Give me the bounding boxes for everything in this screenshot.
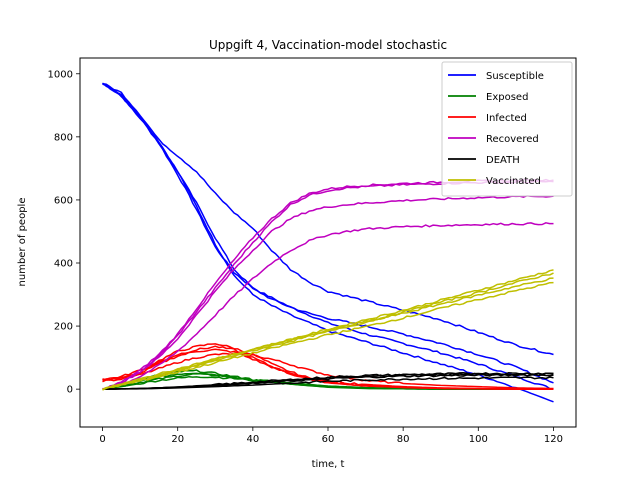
- x-tick-label: 120: [544, 434, 563, 445]
- series-layer: [102, 82, 554, 403]
- series-line-susceptible-run-1: [102, 82, 554, 390]
- legend-label-susceptible: Susceptible: [486, 71, 544, 82]
- x-tick-label: 80: [397, 434, 410, 445]
- plot-area: [79, 57, 577, 428]
- legend-label-vaccinated: Vaccinated: [486, 176, 541, 187]
- series-line-recovered-run-4: [102, 222, 554, 390]
- series-line-susceptible-run-4: [102, 82, 554, 356]
- x-tick-label: 20: [171, 434, 184, 445]
- x-axis: 0 20 40 60 80 100 120: [99, 427, 563, 445]
- series-line-death-run-4: [102, 376, 554, 390]
- series-line-death-run-3: [102, 372, 554, 390]
- legend-label-exposed: Exposed: [486, 92, 528, 103]
- series-line-vaccinated-run-3: [102, 277, 554, 391]
- y-tick-label: 400: [54, 259, 73, 270]
- y-tick-label: 0: [67, 385, 73, 396]
- chart-title: Uppgift 4, Vaccination-model stochastic: [209, 38, 447, 52]
- y-tick-label: 1000: [48, 69, 73, 80]
- legend-label-infected: Infected: [486, 113, 527, 124]
- x-tick-label: 60: [322, 434, 335, 445]
- legend: Susceptible Exposed Infected Recovered DEATH…: [441, 61, 573, 197]
- x-tick-label: 100: [469, 434, 488, 445]
- y-tick-label: 800: [54, 132, 73, 143]
- x-tick-label: 0: [99, 434, 105, 445]
- x-tick-label: 40: [246, 434, 259, 445]
- legend-label-recovered: Recovered: [486, 134, 539, 145]
- y-axis-label: number of people: [17, 198, 28, 287]
- y-axis: 0 200 400 600 800 1000: [48, 69, 80, 396]
- legend-label-death: DEATH: [486, 155, 520, 166]
- y-tick-label: 200: [54, 322, 73, 333]
- x-axis-label: time, t: [312, 459, 345, 470]
- series-line-vaccinated-run-4: [102, 281, 554, 391]
- series-line-recovered-run-3: [102, 194, 554, 390]
- y-tick-label: 600: [54, 195, 73, 206]
- series-line-infected-run-4: [102, 352, 554, 390]
- series-line-susceptible-run-3: [102, 83, 554, 384]
